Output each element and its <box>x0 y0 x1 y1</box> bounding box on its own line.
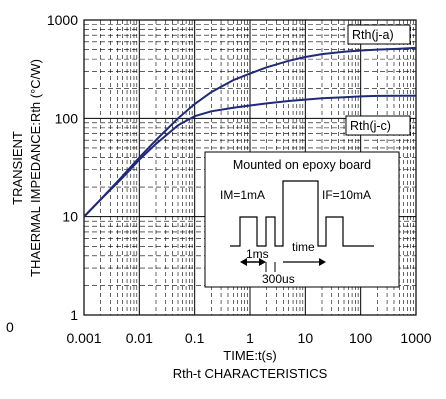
inset-diagram: Mounted on epoxy board IM=1mA IF=10mA 1m… <box>204 151 400 288</box>
inset-label-time: time <box>292 240 315 254</box>
y-axis-title-line-1: TRANSIENT <box>10 131 25 205</box>
x-tick-label: 0.001 <box>66 330 101 346</box>
x-tick-label: 0.1 <box>185 330 205 346</box>
x-tick-label: 100 <box>349 330 373 346</box>
legend-rth-jc-label: Rth(j-c) <box>350 119 391 133</box>
x-tick-label: 1000 <box>400 330 431 346</box>
legend-rth-ja-label: Rth(j-a) <box>352 28 394 42</box>
y-tick-labels: 1 10 100 1000 <box>47 12 78 323</box>
y-tick-label: 1000 <box>47 12 78 28</box>
inset-title: Mounted on epoxy board <box>233 158 371 172</box>
x-axis-title: TIME:t(s) <box>223 348 276 363</box>
legend-rth-ja: Rth(j-a) <box>347 24 411 45</box>
inset-label-im: IM=1mA <box>220 188 265 202</box>
legend-rth-jc: Rth(j-c) <box>345 115 411 136</box>
legend-rth-ja-box <box>347 24 411 45</box>
pulse-waveform <box>230 180 374 247</box>
inset-box <box>204 151 400 288</box>
plot-frame <box>83 19 417 316</box>
legend-rth-jc-box <box>345 115 411 136</box>
stray-label: 0 <box>6 319 14 335</box>
x-tick-label: 0.01 <box>126 330 153 346</box>
x-tick-label: 10 <box>298 330 314 346</box>
chart-subtitle: Rth-t CHARACTERISTICS <box>173 366 328 381</box>
series-line-rth-ja <box>83 46 417 218</box>
arrowhead-right-icon <box>259 258 266 266</box>
inset-label-300us: 300us <box>262 272 295 286</box>
y-tick-label: 1 <box>70 307 78 323</box>
y-tick-label: 10 <box>62 209 78 225</box>
x-tick-label: 1 <box>246 330 254 346</box>
inset-label-if: IF=10mA <box>322 188 371 202</box>
y-axis-title-line-2: THAERMAL IMPEDANCE:Rth (°C/W) <box>28 59 43 277</box>
x-tick-labels: 0.001 0.01 0.1 1 10 100 1000 <box>66 330 431 346</box>
y-tick-label: 100 <box>55 110 79 126</box>
series-line-rth-jc <box>83 94 416 218</box>
series-layer <box>83 46 417 218</box>
arrowhead-right-icon <box>319 258 326 266</box>
inset-label-1ms: 1ms <box>246 247 269 261</box>
arrowhead-left-icon <box>240 258 247 266</box>
